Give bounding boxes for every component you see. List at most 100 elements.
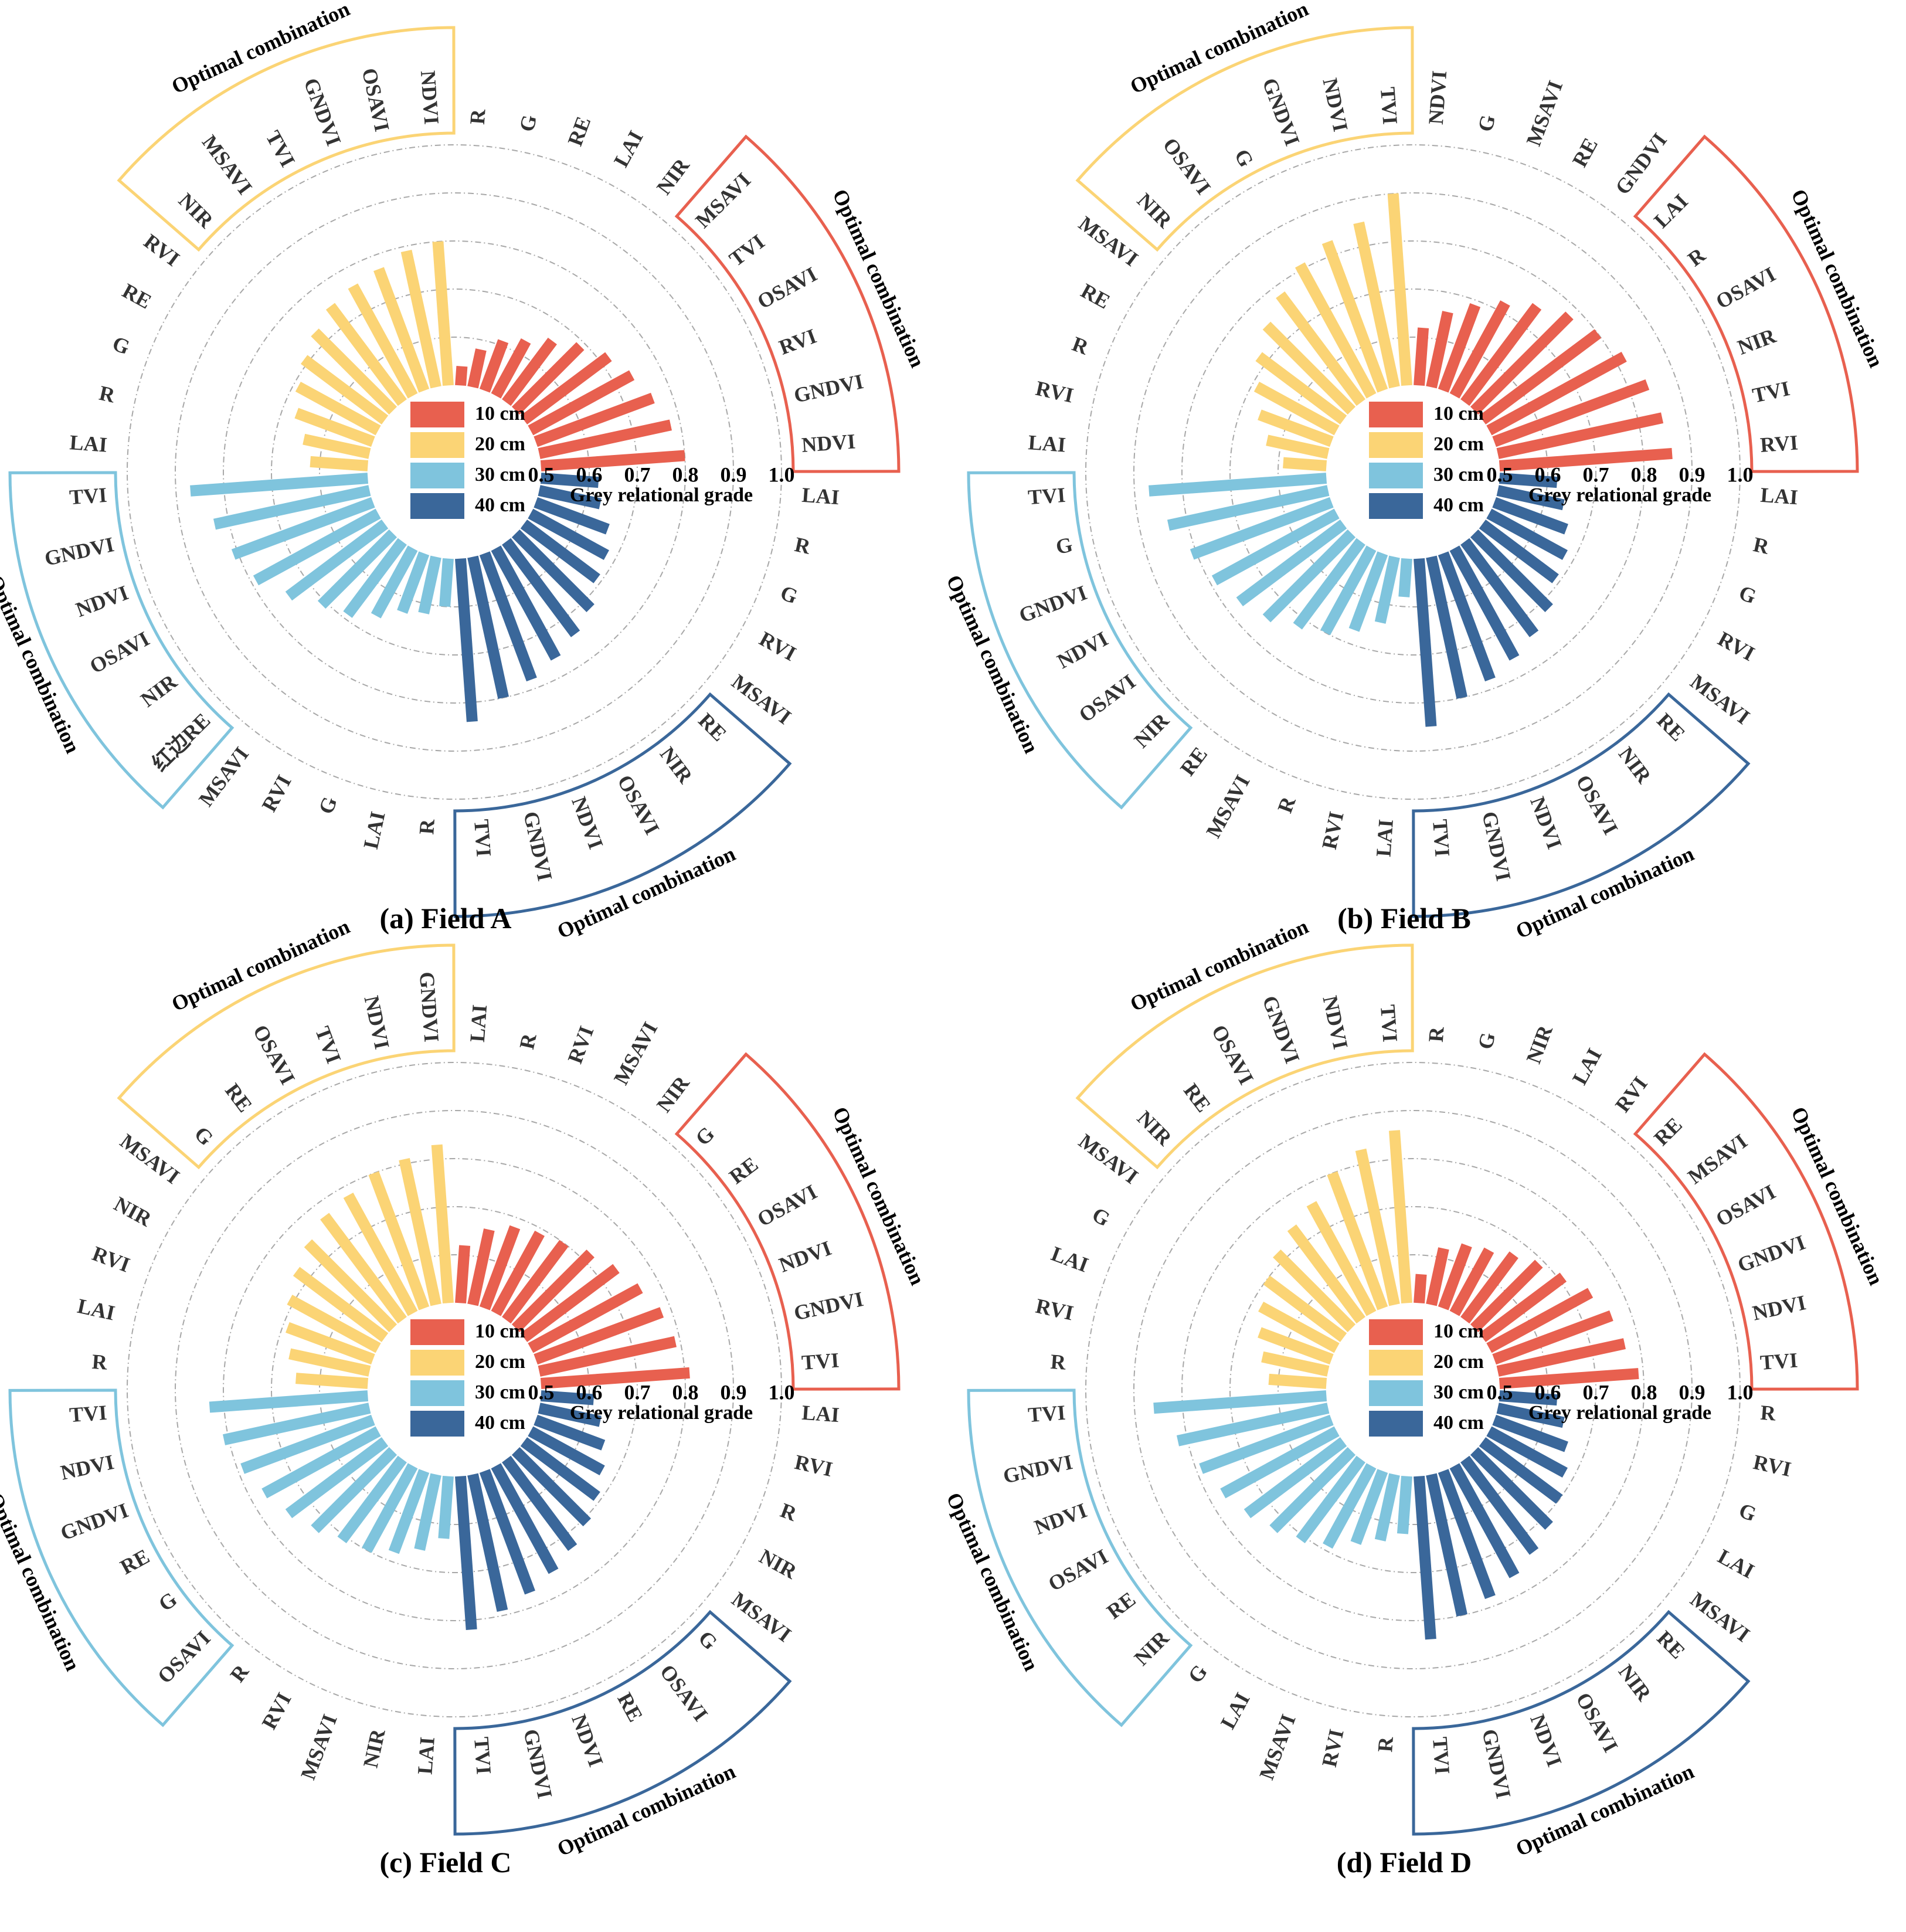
bar-10cm-RE <box>479 339 509 393</box>
variable-label: R <box>515 1031 541 1051</box>
tick-label: 0.8 <box>672 463 699 486</box>
variable-label: G <box>1473 113 1500 134</box>
variable-label: R <box>226 1660 254 1687</box>
variable-label: LAI <box>1027 430 1066 456</box>
bar-10cm-G <box>511 1249 594 1333</box>
variable-label: RE <box>1077 279 1114 313</box>
bar-10cm-GNDVI <box>1492 1310 1613 1365</box>
grid-circle <box>1181 1158 1645 1621</box>
bar-30cm-TVI <box>1149 473 1327 497</box>
grid-circle <box>1181 240 1645 704</box>
variable-label: G <box>1183 1660 1212 1687</box>
bar-30cm-G <box>1296 1455 1365 1544</box>
legend-label: 20 cm <box>475 1351 525 1373</box>
bar-10cm-NDVI <box>1496 1338 1626 1377</box>
bar-20cm-TVI <box>1388 1130 1412 1304</box>
tick-label: 0.9 <box>721 1380 747 1404</box>
variable-label: NDVI <box>1031 1498 1090 1539</box>
bar-20cm-RE <box>1253 382 1340 436</box>
variable-label: GNDVI <box>299 75 345 149</box>
bar-40cm-GNDVI <box>467 1473 508 1612</box>
bar-20cm-OSAVI <box>343 1193 418 1316</box>
bar-10cm-LAI <box>491 338 531 399</box>
bar-10cm-G <box>1426 1247 1449 1306</box>
bar-10cm-NIR <box>1438 1243 1472 1310</box>
variable-label: LAI <box>76 1294 117 1325</box>
variable-label: RVI <box>776 324 820 359</box>
variable-label: RE <box>1652 708 1690 746</box>
optimal-combination-box <box>117 943 456 1170</box>
variable-label: NIR <box>755 1544 801 1584</box>
optimal-combination-box <box>453 692 792 918</box>
bar-30cm-GNDVI <box>213 485 371 530</box>
tick-label: 0.6 <box>576 463 603 486</box>
variable-label: RVI <box>793 1450 835 1481</box>
variable-label: TVI <box>801 1348 840 1374</box>
bar-40cm-R <box>534 1414 606 1451</box>
variable-label: GNDVI <box>1734 1230 1808 1276</box>
variable-label: RE <box>118 279 155 313</box>
bar-20cm-LAI <box>1258 1327 1334 1365</box>
bar-30cm-OSAVI <box>311 1447 397 1533</box>
bar-40cm-RVI <box>528 508 609 561</box>
legend-swatch <box>410 432 464 458</box>
bar-30cm-R <box>1348 551 1388 632</box>
bar-10cm-OSAVI <box>1486 1288 1594 1353</box>
variable-label: RE <box>563 113 595 149</box>
legend-swatch <box>1369 432 1423 458</box>
variable-label: R <box>793 532 813 559</box>
bar-10cm-MSAVI <box>1479 1272 1567 1342</box>
variable-label: LAI <box>609 127 648 171</box>
optimal-combination-box <box>8 471 235 810</box>
bar-20cm-R <box>1268 1373 1327 1389</box>
variable-label: MSAVI <box>1074 1129 1142 1189</box>
variable-label: NIR <box>1734 324 1779 359</box>
grid-circle <box>175 192 734 752</box>
bar-20cm-OSAVI <box>400 249 441 389</box>
variable-label: NIR <box>1521 1021 1557 1067</box>
variable-label: RVI <box>563 1023 598 1067</box>
optimal-combination-title: Optimal combination <box>168 0 354 99</box>
bar-30cm-NIR <box>285 519 389 601</box>
variable-label: OSAVI <box>358 66 394 134</box>
variable-label: LAI <box>1649 189 1693 233</box>
variable-label: RVI <box>257 1689 296 1733</box>
variable-label: RVI <box>1034 376 1076 408</box>
bar-20cm-OSAVI <box>1276 291 1365 406</box>
tick-label: 0.5 <box>1487 1380 1513 1404</box>
legend-swatch <box>1369 463 1423 488</box>
legend-label: 40 cm <box>1433 494 1484 516</box>
legend-swatch <box>410 1411 464 1437</box>
variable-label: R <box>1683 243 1710 271</box>
tick-label: 0.6 <box>1535 1380 1561 1404</box>
optimal-combination-title: Optimal combination <box>553 842 739 943</box>
variable-label: OSAVI <box>753 1180 821 1231</box>
bar-30cm-GNDVI <box>1176 1403 1330 1447</box>
bar-40cm-NDVI <box>479 551 537 682</box>
bar-20cm-G <box>294 408 375 447</box>
tick-label: 1.0 <box>769 1380 795 1404</box>
variable-label: RE <box>613 1689 647 1726</box>
bar-30cm-OSAVI <box>1220 1426 1340 1499</box>
variable-label: LAI <box>1714 1544 1758 1583</box>
bar-10cm-GNDVI <box>538 1336 677 1377</box>
bar-20cm-R <box>303 433 371 459</box>
optimal-combination-title: Optimal combination <box>1512 842 1697 943</box>
variable-label: G <box>314 793 341 817</box>
bar-30cm-NDVI <box>1199 1414 1334 1474</box>
variable-label: NDVI <box>416 70 443 125</box>
variable-label: R <box>777 1498 800 1526</box>
variable-label: LAI <box>413 1736 439 1775</box>
bar-40cm-TVI <box>455 558 478 722</box>
axis-title: Grey relational grade <box>1528 484 1711 506</box>
bar-40cm-R <box>538 485 602 510</box>
variable-label: OSAVI <box>153 1626 215 1688</box>
bar-40cm-TVI <box>1414 558 1437 727</box>
variable-label: NDVI <box>1054 627 1112 673</box>
bar-30cm-R <box>439 558 454 607</box>
grid-circle <box>1278 1254 1548 1525</box>
bar-20cm-OSAVI <box>1306 1201 1377 1316</box>
grid-circle <box>127 144 782 800</box>
variable-label: R <box>1069 332 1092 359</box>
grid-circle <box>1133 1110 1693 1669</box>
